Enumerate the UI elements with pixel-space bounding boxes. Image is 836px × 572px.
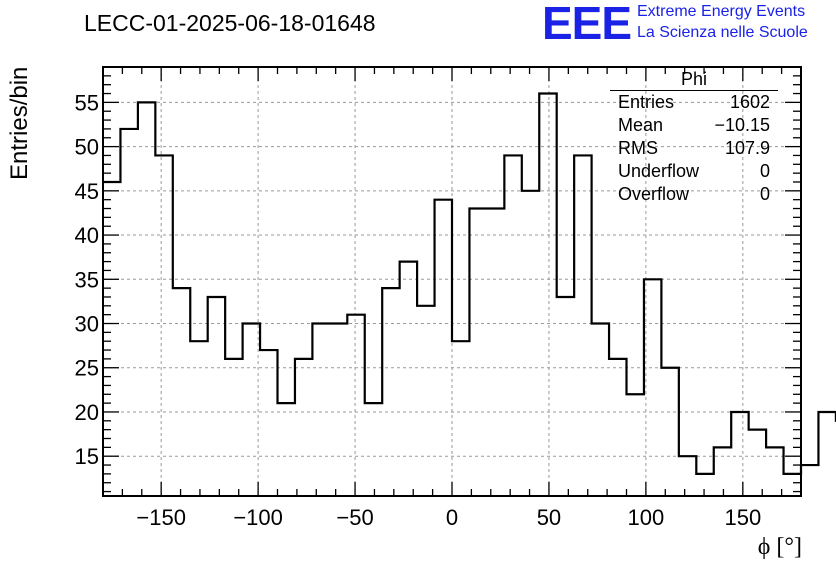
stats-value: 0 — [759, 184, 770, 204]
chart-title: LECC-01-2025-06-18-01648 — [84, 10, 376, 36]
x-tick-label: 0 — [446, 505, 458, 530]
axis-ticks — [102, 66, 802, 496]
y-tick-label: 25 — [75, 356, 99, 381]
y-axis-label-text: Entries/bin — [6, 66, 33, 180]
y-tick-label: 45 — [75, 179, 99, 204]
stats-row-rms: RMS 107.9 — [610, 137, 778, 160]
x-tick-label: 50 — [537, 505, 561, 530]
stats-label: Entries — [618, 92, 675, 112]
logo-line-1: Extreme Energy Events — [637, 3, 806, 20]
stats-label: Mean — [618, 115, 664, 135]
stats-row-entries: Entries 1602 — [610, 91, 778, 114]
y-tick-label: 40 — [75, 223, 99, 248]
stats-value: 0 — [759, 161, 770, 181]
y-tick-label: 30 — [75, 312, 99, 337]
stats-label: RMS — [618, 138, 658, 158]
eee-logo: EEE — [542, 0, 632, 49]
y-tick-label: 55 — [75, 90, 99, 115]
x-tick-label: 100 — [628, 505, 665, 530]
y-tick-label: 15 — [75, 444, 99, 469]
histogram-series — [103, 92, 836, 475]
stats-row-mean: Mean −10.15 — [610, 114, 778, 137]
x-tick-label: −50 — [336, 505, 373, 530]
y-tick-label: 20 — [75, 400, 99, 425]
stats-title: Phi — [610, 68, 778, 91]
x-tick-label: −150 — [136, 505, 186, 530]
logo-line-2: La Scienza nelle Scuole — [637, 24, 808, 41]
stats-row-overflow: Overflow 0 — [610, 183, 778, 206]
stats-value: −10.15 — [714, 115, 770, 135]
tick-labels: −150 −100 −50 0 50 100 150 15 20 25 30 35 40 45 50 55 — [75, 90, 762, 530]
y-tick-label: 35 — [75, 267, 99, 292]
stats-label: Overflow — [618, 184, 690, 204]
stats-row-underflow: Underflow 0 — [610, 160, 778, 183]
x-tick-label: 150 — [724, 505, 761, 530]
y-tick-label: 50 — [75, 135, 99, 160]
stats-box: Phi Entries 1602 Mean −10.15 RMS 107.9 U… — [610, 68, 778, 206]
x-tick-label: −100 — [233, 505, 283, 530]
stats-label: Underflow — [618, 161, 700, 181]
stats-value: 107.9 — [724, 138, 770, 158]
stats-value: 1602 — [729, 92, 770, 112]
x-axis-label: ϕ [°] — [757, 534, 802, 560]
